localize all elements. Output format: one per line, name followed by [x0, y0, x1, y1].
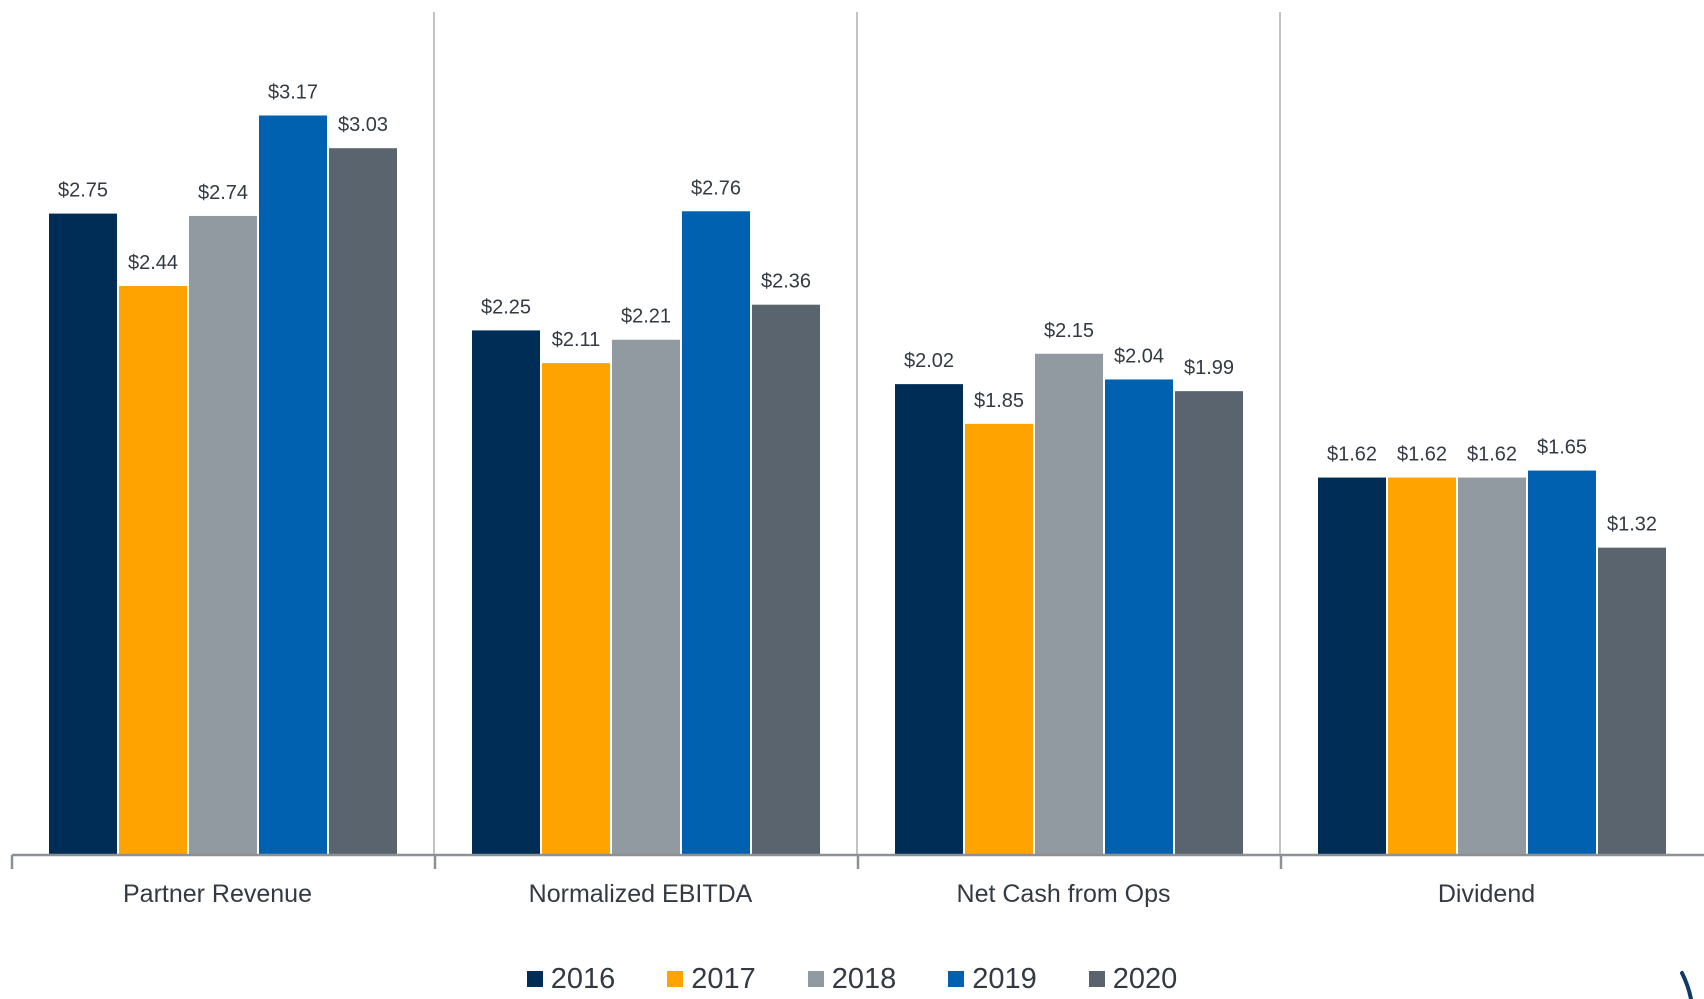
bar-2016-2: [893, 382, 965, 856]
category-label: Partner Revenue: [123, 880, 312, 908]
legend-item-2017: 2017: [667, 962, 756, 995]
bar-2018-3: [1456, 475, 1528, 856]
data-label: $1.85: [974, 390, 1024, 412]
bar-2020-2: [1173, 389, 1245, 856]
category-label: Normalized EBITDA: [529, 880, 753, 908]
data-label: $1.62: [1467, 444, 1517, 466]
legend-swatch: [807, 971, 824, 987]
bar-2016-1: [470, 328, 542, 856]
legend-item-2018: 2018: [807, 962, 897, 995]
legend-swatch: [667, 971, 684, 987]
data-label: $2.75: [58, 180, 108, 202]
bar-2020-3: [1596, 545, 1668, 856]
chart-legend: 2016 2017 2018 2019 2020: [0, 962, 1704, 996]
legend-swatch: [526, 971, 543, 987]
chart-plot: $2.75 $2.25 $2.02 $1.62 $2.44 $2.11 $1.85 $1.62…: [10, 12, 1704, 908]
bar-2020-1: [750, 302, 822, 857]
data-label: $2.25: [481, 296, 531, 318]
legend-item-2020: 2020: [1088, 962, 1178, 995]
bar-2019-1: [680, 209, 752, 857]
bar-2017-1: [540, 361, 612, 856]
bar-2020-0: [327, 146, 399, 856]
category-label: Dividend: [1438, 880, 1535, 908]
legend-item-2019: 2019: [948, 962, 1037, 995]
data-label: $2.36: [761, 271, 811, 293]
data-label: $2.11: [552, 329, 601, 351]
data-label: $2.04: [1114, 345, 1164, 367]
legend-label: 2017: [691, 962, 756, 995]
bar-2019-0: [257, 113, 329, 857]
legend-swatch: [948, 971, 965, 987]
bar-2018-2: [1033, 351, 1105, 856]
bar-2017-2: [963, 421, 1035, 856]
bar-2017-0: [117, 284, 189, 856]
bar-2018-0: [187, 213, 259, 857]
legend-item-2016: 2016: [526, 962, 616, 995]
data-label: $3.03: [338, 114, 388, 136]
legend-label: 2018: [831, 962, 897, 995]
legend-swatch: [1088, 971, 1105, 987]
data-label: $1.62: [1327, 444, 1377, 466]
category-label: Net Cash from Ops: [957, 880, 1171, 908]
data-label: $3.17: [268, 81, 318, 103]
bar-2018-1: [610, 337, 682, 856]
logo-fragment-icon: [1680, 971, 1693, 999]
data-label: $2.15: [1044, 320, 1094, 342]
bar-2016-3: [1316, 475, 1388, 856]
legend-label: 2019: [972, 962, 1037, 995]
data-label: $1.32: [1607, 514, 1657, 536]
bar-2019-3: [1526, 468, 1598, 856]
data-label: $2.21: [621, 306, 671, 328]
bar-2017-3: [1386, 475, 1458, 856]
data-label: $2.76: [691, 177, 741, 199]
legend-label: 2016: [550, 962, 616, 995]
data-label: $2.74: [198, 182, 248, 204]
data-label: $1.65: [1537, 437, 1587, 459]
data-label: $2.02: [904, 350, 954, 372]
bar-2016-0: [47, 211, 119, 857]
legend-label: 2020: [1112, 962, 1178, 995]
data-label: $1.99: [1184, 357, 1234, 379]
bar-2019-2: [1103, 377, 1175, 856]
data-label: $2.44: [128, 252, 178, 274]
data-label: $1.62: [1397, 444, 1447, 466]
